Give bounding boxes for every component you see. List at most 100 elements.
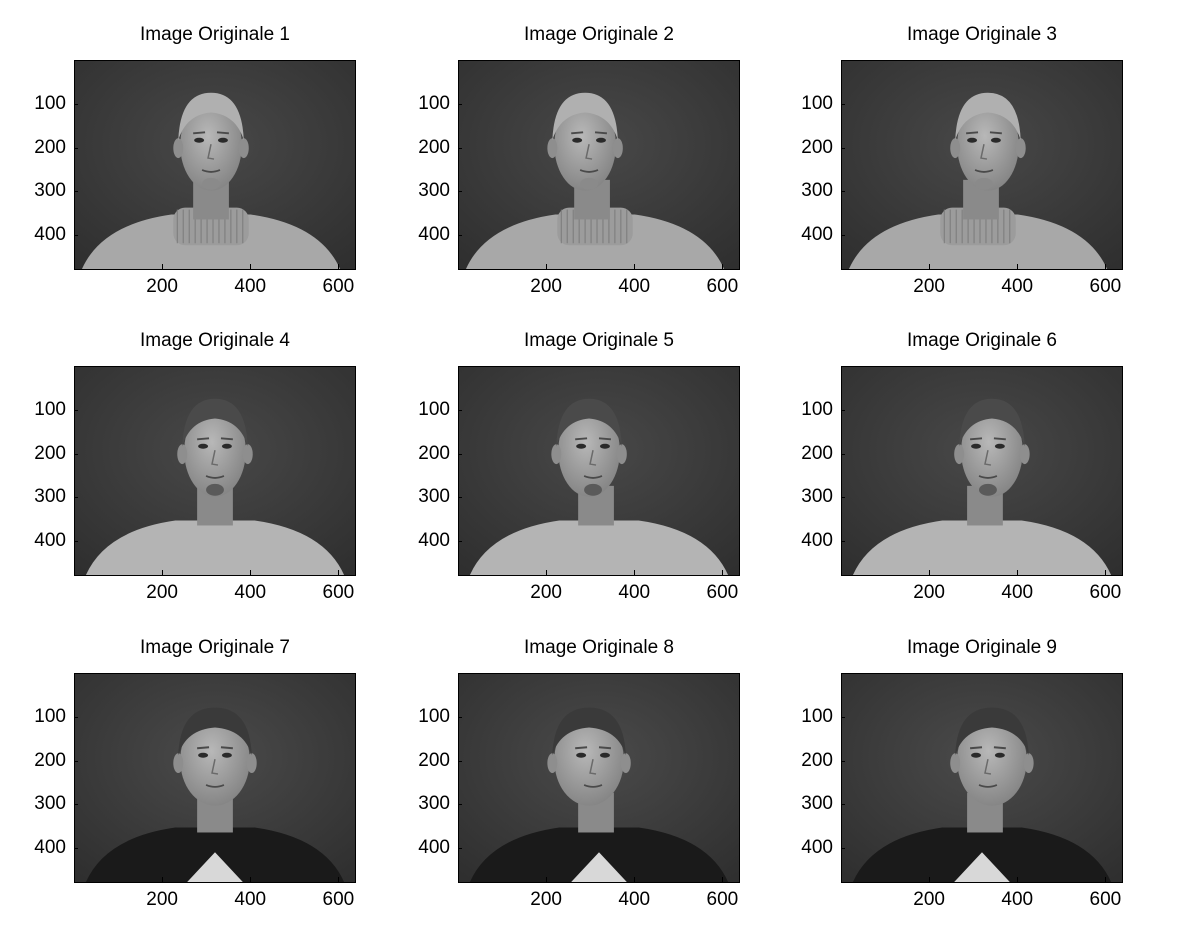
y-tick-label: 100 bbox=[801, 705, 833, 727]
image-panel: Image Originale 2 100 200 300 400 200 400 600 bbox=[418, 12, 758, 302]
x-tick-mark bbox=[634, 877, 636, 882]
y-tick-mark bbox=[458, 235, 462, 236]
hair bbox=[178, 92, 244, 141]
shoulders bbox=[85, 520, 345, 575]
image-axes bbox=[841, 366, 1123, 576]
hair bbox=[182, 398, 248, 447]
y-tick-mark bbox=[841, 191, 845, 193]
y-tick-label: 300 bbox=[34, 793, 66, 815]
y-tick-mark bbox=[74, 409, 78, 411]
y-tick-label: 300 bbox=[801, 793, 833, 815]
y-tick-label: 300 bbox=[418, 793, 450, 815]
y-tick-label: 200 bbox=[801, 442, 833, 464]
y-tick-mark bbox=[458, 804, 462, 806]
shoulders bbox=[469, 520, 729, 575]
x-tick-mark bbox=[546, 264, 548, 269]
y-tick-label: 300 bbox=[34, 486, 66, 508]
x-tick-mark bbox=[338, 570, 340, 575]
portrait-photo bbox=[459, 61, 739, 269]
portrait-photo bbox=[459, 367, 739, 575]
image-axes bbox=[458, 60, 740, 270]
x-tick-label: 200 bbox=[530, 276, 562, 297]
image-panel: Image Originale 8 100 200 300 400 200 400 600 bbox=[418, 625, 758, 915]
x-tick-mark bbox=[722, 877, 724, 882]
x-tick-label: 600 bbox=[322, 276, 355, 297]
y-tick-mark bbox=[458, 103, 462, 105]
y-tick-label: 100 bbox=[418, 398, 450, 420]
y-tick-label: 100 bbox=[34, 92, 66, 114]
y-tick-label: 400 bbox=[801, 224, 833, 245]
panel-title: Image Originale 9 bbox=[907, 637, 1057, 658]
y-tick-label: 200 bbox=[418, 442, 450, 464]
image-panel: Image Originale 3 100 200 300 400 200 400 600 bbox=[801, 12, 1141, 302]
portrait-photo bbox=[75, 61, 355, 269]
face bbox=[558, 405, 620, 497]
x-tick-mark bbox=[929, 264, 931, 269]
y-tick-label: 100 bbox=[34, 398, 66, 420]
hair bbox=[959, 398, 1025, 447]
y-tick-label: 200 bbox=[34, 136, 66, 158]
image-axes bbox=[74, 366, 356, 576]
y-tick-mark bbox=[841, 716, 845, 718]
hair bbox=[955, 707, 1029, 756]
shirt bbox=[187, 852, 243, 882]
x-tick-label: 200 bbox=[530, 889, 562, 910]
x-tick-mark bbox=[162, 570, 164, 575]
y-tick-label: 400 bbox=[801, 530, 833, 551]
x-tick-label: 600 bbox=[322, 889, 355, 910]
x-tick-label: 400 bbox=[234, 582, 267, 603]
shirt bbox=[954, 852, 1010, 882]
image-panel: Image Originale 5 100 200 300 400 200 400 600 bbox=[418, 318, 758, 608]
x-tick-mark bbox=[1017, 264, 1019, 269]
x-tick-mark bbox=[546, 570, 548, 575]
y-tick-mark bbox=[841, 497, 845, 499]
y-tick-mark bbox=[74, 804, 78, 806]
face bbox=[554, 714, 624, 806]
y-tick-label: 100 bbox=[801, 398, 833, 420]
image-panel: Image Originale 6 100 200 300 400 200 400 600 bbox=[801, 318, 1141, 608]
x-tick-mark bbox=[338, 264, 340, 269]
face bbox=[957, 714, 1027, 806]
y-tick-mark bbox=[841, 103, 845, 105]
image-axes bbox=[458, 673, 740, 883]
x-tick-label: 200 bbox=[913, 582, 945, 603]
x-tick-mark bbox=[1017, 570, 1019, 575]
face bbox=[957, 99, 1019, 191]
image-axes bbox=[74, 60, 356, 270]
y-tick-label: 300 bbox=[418, 180, 450, 202]
panel-title: Image Originale 8 bbox=[524, 637, 674, 658]
portrait-photo bbox=[75, 674, 355, 882]
x-tick-label: 600 bbox=[706, 276, 739, 297]
x-tick-label: 600 bbox=[706, 889, 739, 910]
face bbox=[554, 99, 616, 191]
x-tick-label: 200 bbox=[146, 582, 178, 603]
panel-title: Image Originale 5 bbox=[524, 330, 674, 351]
y-tick-label: 400 bbox=[801, 837, 833, 858]
portrait-photo bbox=[75, 367, 355, 575]
x-tick-label: 600 bbox=[1089, 582, 1122, 603]
y-tick-label: 200 bbox=[34, 442, 66, 464]
panel-title: Image Originale 6 bbox=[907, 330, 1057, 351]
image-axes bbox=[458, 366, 740, 576]
x-tick-mark bbox=[162, 264, 164, 269]
y-tick-mark bbox=[841, 848, 845, 849]
y-tick-mark bbox=[74, 760, 78, 762]
x-tick-label: 400 bbox=[618, 582, 651, 603]
collar bbox=[173, 207, 249, 246]
panel-title: Image Originale 7 bbox=[140, 637, 290, 658]
x-tick-label: 400 bbox=[1001, 276, 1034, 297]
x-tick-mark bbox=[250, 570, 252, 575]
x-tick-label: 400 bbox=[618, 889, 651, 910]
y-tick-mark bbox=[841, 760, 845, 762]
image-panel: Image Originale 4 100 200 300 400 200 400 600 bbox=[34, 318, 374, 608]
y-tick-label: 400 bbox=[418, 224, 450, 245]
face bbox=[961, 405, 1023, 497]
image-axes bbox=[74, 673, 356, 883]
y-tick-mark bbox=[841, 804, 845, 806]
x-tick-label: 600 bbox=[1089, 276, 1122, 297]
x-tick-label: 400 bbox=[234, 276, 267, 297]
y-tick-mark bbox=[74, 716, 78, 718]
x-tick-mark bbox=[250, 264, 252, 269]
hair bbox=[556, 398, 622, 447]
